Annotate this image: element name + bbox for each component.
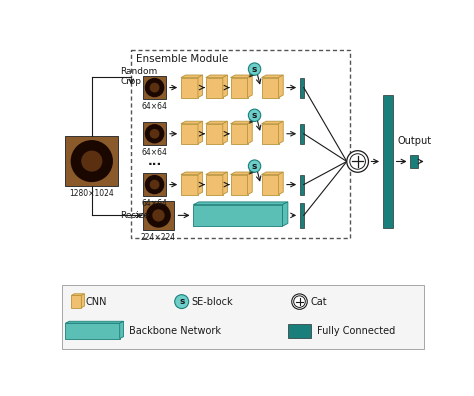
Polygon shape: [181, 172, 202, 175]
Text: 64×64: 64×64: [142, 102, 167, 111]
Polygon shape: [262, 175, 279, 194]
Text: Fully Connected: Fully Connected: [317, 326, 395, 336]
Polygon shape: [230, 124, 247, 144]
Circle shape: [145, 175, 164, 194]
Text: Resize: Resize: [120, 211, 150, 220]
Bar: [65, 136, 118, 186]
Text: 64×64: 64×64: [142, 199, 167, 208]
Polygon shape: [230, 121, 252, 124]
Polygon shape: [230, 172, 252, 175]
Circle shape: [248, 63, 261, 75]
Circle shape: [150, 129, 159, 139]
Bar: [131, 50, 350, 238]
Polygon shape: [230, 75, 252, 78]
Text: 64×64: 64×64: [142, 148, 167, 157]
Polygon shape: [223, 172, 228, 194]
Polygon shape: [193, 205, 283, 226]
Polygon shape: [65, 321, 124, 323]
Text: 1280×1024: 1280×1024: [69, 189, 114, 198]
Polygon shape: [279, 172, 283, 194]
Polygon shape: [198, 172, 202, 194]
Polygon shape: [279, 75, 283, 97]
Text: Ensemble Module: Ensemble Module: [136, 54, 228, 64]
Polygon shape: [262, 172, 283, 175]
Bar: [300, 175, 304, 194]
Text: ...: ...: [147, 155, 162, 168]
Circle shape: [145, 78, 164, 97]
Bar: [300, 124, 304, 144]
Text: s: s: [252, 111, 257, 120]
Text: Random
Crop: Random Crop: [120, 67, 158, 86]
Polygon shape: [223, 121, 228, 144]
Circle shape: [81, 150, 102, 171]
Polygon shape: [82, 294, 84, 308]
Circle shape: [152, 209, 164, 221]
Polygon shape: [230, 175, 247, 194]
Bar: [143, 173, 166, 196]
Circle shape: [146, 203, 171, 228]
Polygon shape: [120, 321, 124, 339]
Text: 224×224: 224×224: [141, 233, 176, 242]
Polygon shape: [65, 323, 120, 339]
Polygon shape: [206, 172, 228, 175]
Text: SE-block: SE-block: [191, 297, 233, 307]
Polygon shape: [262, 78, 279, 97]
Polygon shape: [71, 295, 82, 308]
Polygon shape: [198, 121, 202, 144]
Text: s: s: [252, 65, 257, 74]
Bar: [62, 285, 424, 349]
Polygon shape: [247, 172, 252, 194]
Polygon shape: [262, 75, 283, 78]
Bar: [143, 76, 166, 99]
Polygon shape: [71, 294, 84, 295]
Bar: [410, 155, 418, 168]
Polygon shape: [181, 75, 202, 78]
Polygon shape: [206, 75, 228, 78]
Circle shape: [292, 294, 307, 309]
Bar: [300, 203, 304, 228]
Polygon shape: [247, 75, 252, 97]
Polygon shape: [279, 121, 283, 144]
Polygon shape: [198, 75, 202, 97]
Polygon shape: [223, 75, 228, 97]
Polygon shape: [181, 124, 198, 144]
Circle shape: [347, 151, 368, 172]
Text: s: s: [179, 297, 184, 306]
Polygon shape: [206, 175, 223, 194]
Circle shape: [71, 140, 113, 182]
Polygon shape: [283, 202, 288, 226]
Text: CNN: CNN: [86, 297, 107, 307]
Text: Output: Output: [397, 136, 431, 146]
Polygon shape: [206, 78, 223, 97]
Polygon shape: [193, 202, 288, 205]
Polygon shape: [247, 121, 252, 144]
Polygon shape: [181, 175, 198, 194]
Polygon shape: [262, 124, 279, 144]
Circle shape: [150, 180, 159, 189]
Polygon shape: [262, 121, 283, 124]
Text: Backbone Network: Backbone Network: [129, 326, 221, 336]
Bar: [143, 122, 166, 145]
Bar: [383, 95, 393, 228]
Bar: [300, 78, 304, 97]
Text: Cat: Cat: [310, 297, 327, 307]
Circle shape: [145, 124, 164, 143]
Polygon shape: [181, 121, 202, 124]
Circle shape: [248, 109, 261, 122]
Circle shape: [175, 295, 189, 308]
Circle shape: [248, 160, 261, 172]
Polygon shape: [206, 124, 223, 144]
Polygon shape: [181, 78, 198, 97]
Polygon shape: [206, 121, 228, 124]
Polygon shape: [230, 78, 247, 97]
Text: s: s: [252, 162, 257, 171]
Bar: [143, 201, 174, 230]
Bar: [288, 324, 311, 338]
Circle shape: [150, 83, 159, 92]
